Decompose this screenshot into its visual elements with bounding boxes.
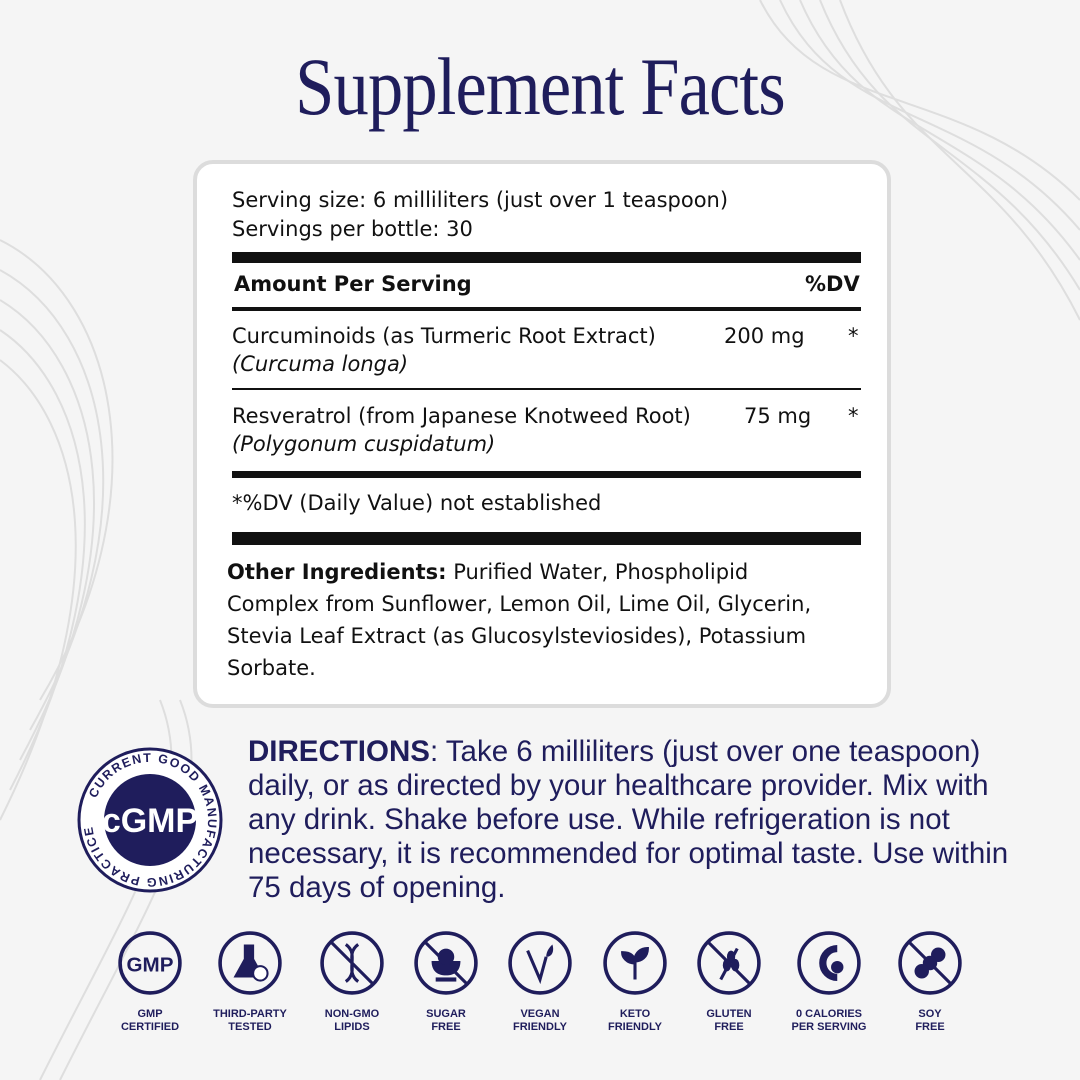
- badge-label: SOY: [918, 1008, 942, 1020]
- ingredient-amount: 200 mg: [724, 324, 805, 348]
- other-line: Sorbate.: [227, 656, 316, 680]
- header-dv: %DV: [805, 272, 860, 296]
- gmp-icon: GMP: [118, 931, 182, 995]
- badge-label: TESTED: [228, 1021, 272, 1033]
- flask-check-icon: [218, 931, 282, 995]
- leaf-icon: [603, 931, 667, 995]
- calorie-check-icon: [797, 931, 861, 995]
- badge-flask-check: THIRD-PARTY TESTED: [200, 930, 300, 1034]
- directions-label: DIRECTIONS: [248, 735, 430, 768]
- vegan-v-icon: [508, 931, 572, 995]
- badge-label: PER SERVING: [791, 1021, 867, 1033]
- badge-wheat-crossed: GLUTEN FREE: [679, 930, 779, 1034]
- other-ingredients-label: Other Ingredients:: [227, 560, 447, 584]
- other-line: Purified Water, Phospholipid: [446, 560, 749, 584]
- badge-label: FREE: [915, 1021, 945, 1033]
- supplement-facts-panel: Serving size: 6 milliliters (just over 1…: [193, 160, 891, 708]
- divider: [232, 471, 861, 478]
- divider: [232, 252, 861, 263]
- badge-soy-crossed: SOY FREE: [880, 930, 980, 1034]
- ingredient-amount: 75 mg: [744, 404, 812, 428]
- badge-sugar-bowl-crossed: SUGAR FREE: [396, 930, 496, 1034]
- badge-label: THIRD-PARTY: [213, 1008, 287, 1020]
- serving-size: Serving size: 6 milliliters (just over 1…: [232, 188, 729, 212]
- soy-crossed-icon: [898, 931, 962, 995]
- badge-label: NON-GMO: [324, 1008, 380, 1020]
- badge-label: CERTIFIED: [120, 1021, 180, 1033]
- badge-dna-crossed: NON-GMO LIPIDS: [302, 930, 402, 1034]
- header-amount: Amount Per Serving: [234, 272, 472, 296]
- badge-label: VEGAN: [520, 1008, 560, 1020]
- ingredient-latin: (Curcuma longa): [232, 352, 409, 376]
- badge-gmp: GMP GMP CERTIFIED: [100, 930, 200, 1034]
- badge-label: GLUTEN: [706, 1008, 752, 1020]
- ingredient-dv: *: [848, 404, 859, 428]
- other-ingredients: Other Ingredients: Purified Water, Phosp…: [227, 556, 811, 684]
- dv-footnote: *%DV (Daily Value) not established: [232, 491, 602, 515]
- badge-label: FRIENDLY: [513, 1021, 567, 1033]
- sugar-bowl-crossed-icon: [414, 931, 478, 995]
- badge-leaf: KETO FRIENDLY: [585, 930, 685, 1034]
- cgmp-seal-icon: CURRENT GOOD MANUFACTURING PRACTICE cGMP: [77, 747, 223, 893]
- ingredient-name: Resveratrol (from Japanese Knotweed Root…: [232, 404, 691, 428]
- divider: [232, 388, 861, 390]
- badge-label: SUGAR: [426, 1008, 466, 1020]
- badge-label: GMP: [137, 1008, 163, 1020]
- badge-label: LIPIDS: [334, 1021, 370, 1033]
- badge-vegan-v: VEGAN FRIENDLY: [490, 930, 590, 1034]
- badge-label: 0 CALORIES: [795, 1008, 862, 1020]
- other-line: Stevia Leaf Extract (as Glucosylsteviosi…: [227, 624, 807, 648]
- badge-label: FREE: [714, 1021, 744, 1033]
- badge-calorie-check: 0 CALORIES PER SERVING: [779, 930, 879, 1034]
- directions-text: : Take 6 milliliters (just over one teas…: [248, 735, 1009, 904]
- dna-crossed-icon: [320, 931, 384, 995]
- gmp-icon-text: GMP: [127, 953, 174, 976]
- ingredient-dv: *: [848, 324, 859, 348]
- divider: [232, 307, 861, 311]
- badge-label: FRIENDLY: [608, 1021, 662, 1033]
- ingredient-latin: (Polygonum cuspidatum): [232, 432, 496, 456]
- wheat-crossed-icon: [697, 931, 761, 995]
- ingredient-name: Curcuminoids (as Turmeric Root Extract): [232, 324, 656, 348]
- directions: DIRECTIONS: Take 6 milliliters (just ove…: [248, 735, 1018, 905]
- divider: [232, 532, 861, 545]
- other-line: Complex from Sunflower, Lemon Oil, Lime …: [227, 592, 812, 616]
- badge-label: FREE: [431, 1021, 461, 1033]
- page-title: Supplement Facts: [295, 41, 785, 132]
- badge-label: KETO: [619, 1008, 651, 1020]
- servings-per-bottle: Servings per bottle: 30: [232, 217, 473, 241]
- svg-text:cGMP: cGMP: [102, 802, 198, 840]
